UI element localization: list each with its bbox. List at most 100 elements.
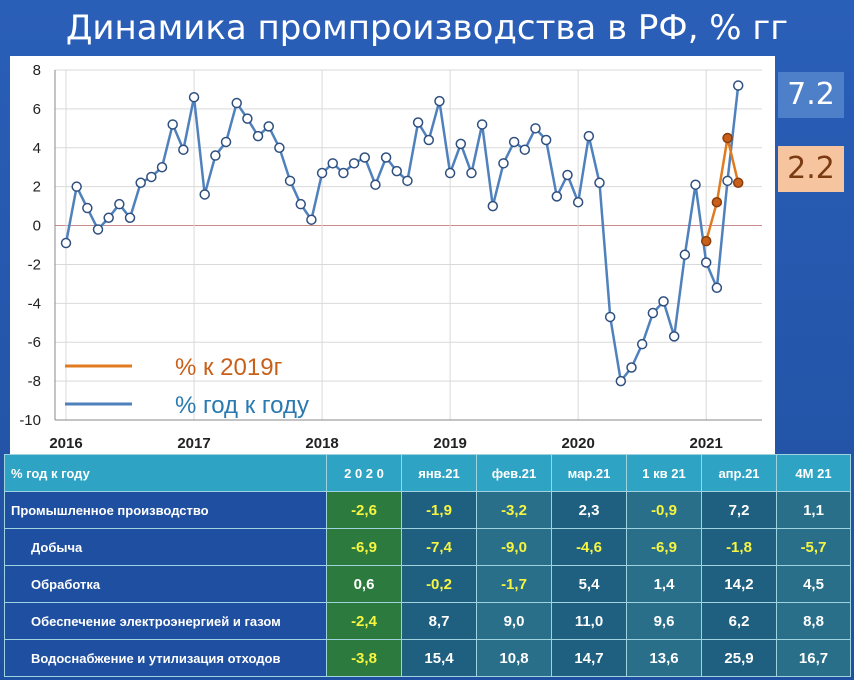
chart-panel: 8 6 4 2 0 -2 -4 -6 -8 -10 2016 2017 2018 2019 2020 2021… — [10, 56, 775, 456]
data-point — [615, 375, 627, 387]
row-label: Водоснабжение и утилизация отходов — [4, 639, 327, 677]
data-point — [135, 177, 146, 189]
data-point — [92, 224, 104, 235]
table-header-cell: 2 0 2 0 — [326, 454, 402, 492]
table-cell: 8,7 — [401, 602, 477, 640]
data-point — [242, 113, 253, 124]
data-point — [199, 189, 210, 200]
data-point — [60, 237, 72, 249]
data-point — [583, 130, 595, 142]
data-point — [210, 150, 221, 161]
table-cell: -3,2 — [476, 491, 552, 529]
data-point — [338, 167, 349, 179]
table-header-cell: апр.21 — [701, 454, 777, 492]
table-cell: 6,2 — [701, 602, 777, 640]
data-point — [359, 152, 371, 163]
data-point — [103, 212, 114, 224]
table-cell: -1,9 — [401, 491, 477, 529]
data-point — [295, 198, 306, 210]
x-tick-label: 2016 — [49, 435, 82, 452]
data-point — [146, 171, 157, 183]
x-tick-label: 2017 — [177, 435, 210, 452]
data-point — [519, 144, 531, 155]
legend-label: % год к году — [175, 392, 309, 419]
data-point — [604, 311, 616, 323]
table-row: Обеспечение электроэнергией и газом -2,4 8… — [4, 602, 851, 640]
data-point — [530, 123, 541, 134]
data-point — [722, 132, 733, 144]
table-cell: 4,5 — [776, 565, 851, 603]
table-cell: 25,9 — [701, 639, 777, 677]
data-point — [167, 119, 178, 130]
data-point — [348, 158, 360, 169]
legend-label: % к 2019г — [175, 354, 283, 381]
table-cell: 14,7 — [551, 639, 627, 677]
table-cell: -6,9 — [326, 528, 402, 566]
y-tick-label: -10 — [19, 412, 41, 429]
data-point — [572, 196, 584, 208]
data-point — [466, 167, 477, 179]
table-body: Промышленное производство -2,6 -1,9 -3,2 2,3… — [4, 491, 851, 677]
table-cell: -0,9 — [626, 491, 702, 529]
data-point — [658, 296, 669, 307]
data-point — [732, 177, 744, 189]
table-header-cell: янв.21 — [401, 454, 477, 492]
row-label: Промышленное производство — [4, 491, 327, 529]
data-point — [114, 198, 125, 210]
table-cell: -0,2 — [401, 565, 477, 603]
table-cell: -3,8 — [326, 639, 402, 677]
data-point — [508, 136, 520, 148]
data-point — [562, 169, 573, 181]
series-line — [64, 85, 740, 385]
table-cell: -2,6 — [326, 491, 402, 529]
table-cell: -1,8 — [701, 528, 777, 566]
table-cell: 1,1 — [776, 491, 851, 529]
callout-vs2019: 2.2 — [778, 146, 844, 192]
table-row: Промышленное производство -2,6 -1,9 -3,2 2,3… — [4, 491, 851, 529]
data-point — [732, 80, 744, 91]
table-cell: 0,6 — [326, 565, 402, 603]
table-cell: 7,2 — [701, 491, 777, 529]
y-tick-label: 4 — [33, 140, 41, 157]
data-point — [711, 196, 723, 208]
data-point — [71, 181, 82, 192]
data-point — [700, 235, 712, 247]
table-cell: -1,7 — [476, 565, 552, 603]
table-cell: 13,6 — [626, 639, 702, 677]
x-tick-label: 2021 — [690, 435, 723, 452]
y-tick-label: -8 — [28, 373, 41, 390]
table-cell: 11,0 — [551, 602, 627, 640]
table-row: Водоснабжение и утилизация отходов -3,8 15… — [4, 639, 851, 677]
x-tick-label: 2019 — [433, 435, 466, 452]
data-point — [402, 175, 413, 187]
x-tick-label: 2018 — [305, 435, 338, 452]
row-label: Обеспечение электроэнергией и газом — [4, 602, 327, 640]
slide-title: Динамика промпроизводства в РФ, % гг — [65, 8, 789, 48]
table-cell: 9,0 — [476, 602, 552, 640]
data-point — [423, 134, 435, 146]
data-point — [82, 202, 93, 214]
data-point — [188, 91, 200, 103]
table-cell: -2,4 — [326, 602, 402, 640]
data-point — [178, 144, 189, 155]
table-row: Обработка 0,6 -0,2 -1,7 5,4 1,4 14,2 4,5 — [4, 565, 851, 603]
data-point — [668, 331, 680, 342]
data-point — [220, 136, 232, 148]
data-point — [306, 214, 317, 225]
data-point — [263, 121, 274, 132]
y-tick-label: 8 — [33, 62, 41, 79]
y-tick-label: 2 — [33, 179, 41, 196]
table-cell: -6,9 — [626, 528, 702, 566]
data-point — [594, 177, 605, 189]
table-cell: 5,4 — [551, 565, 627, 603]
data-point — [498, 158, 509, 169]
data-point — [711, 282, 723, 294]
data-point — [274, 142, 285, 154]
data-point — [647, 307, 659, 319]
table-cell: 10,8 — [476, 639, 552, 677]
data-point — [370, 179, 381, 190]
data-point — [487, 200, 499, 212]
data-point — [434, 95, 445, 107]
data-point — [327, 158, 338, 169]
y-tick-label: 0 — [33, 218, 41, 235]
